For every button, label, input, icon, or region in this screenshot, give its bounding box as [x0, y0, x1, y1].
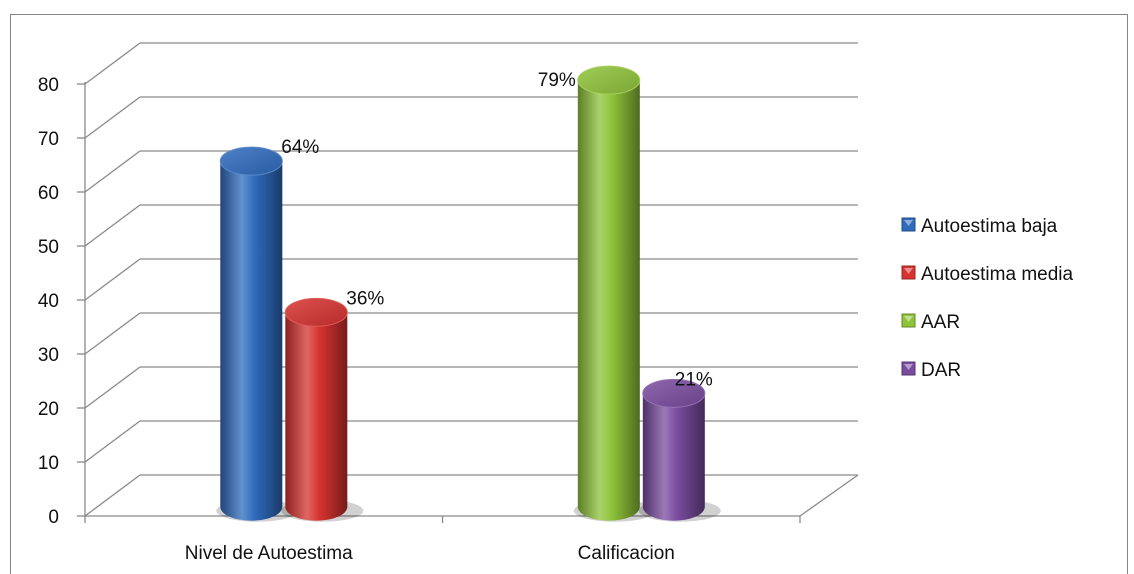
bar-autoestima-baja: [220, 161, 283, 521]
legend-label: Autoestima media: [921, 264, 1074, 285]
y-tick-label: 60: [38, 183, 59, 204]
bar-top: [284, 297, 348, 327]
legend-label: Autoestima baja: [921, 216, 1058, 237]
gridline-side: [84, 474, 141, 517]
gridline-side: [84, 258, 141, 301]
x-category-label: Calificacion: [578, 543, 675, 564]
legend-label: AAR: [921, 312, 960, 333]
gridline-side: [84, 96, 141, 139]
legend-label: DAR: [921, 360, 961, 381]
bar-dar: [642, 393, 705, 521]
data-label: 64%: [281, 137, 319, 158]
chart-labels: 0 10 20 30 40 50 60 70 80 Nivel de Autoestima Cali…: [38, 70, 713, 564]
legend-swatch-glint: [904, 316, 913, 322]
bar-top: [642, 378, 706, 408]
y-tick-label: 80: [38, 75, 59, 96]
gridline-side: [84, 150, 141, 193]
y-tick-label: 20: [38, 399, 59, 420]
data-label: 79%: [538, 70, 576, 91]
chart-walls: [77, 42, 859, 523]
bar-top: [219, 146, 283, 176]
y-tick-label: 0: [48, 507, 59, 528]
gridline-side: [84, 312, 141, 355]
y-tick-label: 40: [38, 291, 59, 312]
x-category-label: Nivel de Autoestima: [185, 543, 353, 564]
bar-aar: [577, 80, 640, 521]
gridline-side: [84, 204, 141, 247]
y-tick-label: 50: [38, 237, 59, 258]
legend-swatch-glint: [904, 220, 913, 226]
gridline-side: [84, 366, 141, 409]
floor-edge: [799, 474, 859, 517]
gridline-side: [84, 42, 141, 85]
y-tick-label: 10: [38, 453, 59, 474]
chart-frame: [10, 14, 1128, 574]
chart-bars: [216, 65, 721, 522]
data-label: 36%: [346, 288, 384, 309]
y-tick-label: 70: [38, 129, 59, 150]
legend-swatch-glint: [904, 364, 913, 370]
bar-top: [577, 65, 641, 95]
gridline-side: [84, 420, 141, 463]
legend-swatch-glint: [904, 268, 913, 274]
y-tick-label: 30: [38, 345, 59, 366]
data-label: 21%: [675, 369, 713, 390]
chart-legend: Autoestima baja Autoestima media AAR DAR: [901, 216, 1074, 381]
bar-autoestima-media: [285, 312, 348, 521]
